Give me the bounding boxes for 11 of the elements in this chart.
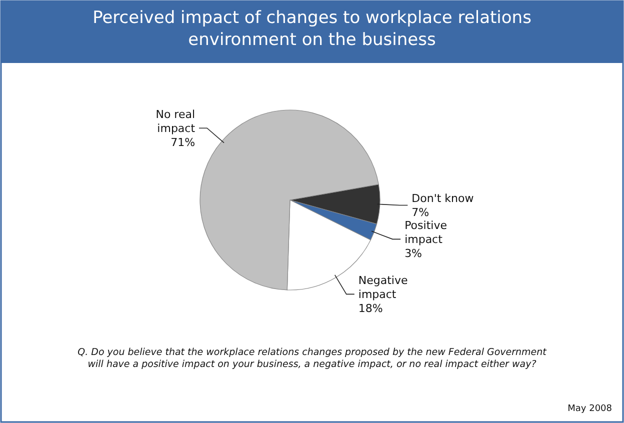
slice-label: Positive impact xyxy=(404,219,448,246)
slice-label: Negative impact xyxy=(358,274,408,302)
slice-label: Don't know xyxy=(412,192,474,206)
slice-label: No real impact xyxy=(156,108,196,136)
data-label: 3% xyxy=(404,247,422,260)
text: Q. Do you believe that the workplace relations changes proposed by the new Federal Government will have a positive impact on your business, a negative impact, or no real impact either way? xyxy=(78,347,548,370)
chart-title: Perceived impact of changes to workplace relations environment on the business xyxy=(92,8,532,50)
data-label: 71% xyxy=(170,136,196,150)
text: May 2008 xyxy=(568,404,612,414)
data-label: 18% xyxy=(358,302,383,316)
data-label: 7% xyxy=(412,206,430,220)
